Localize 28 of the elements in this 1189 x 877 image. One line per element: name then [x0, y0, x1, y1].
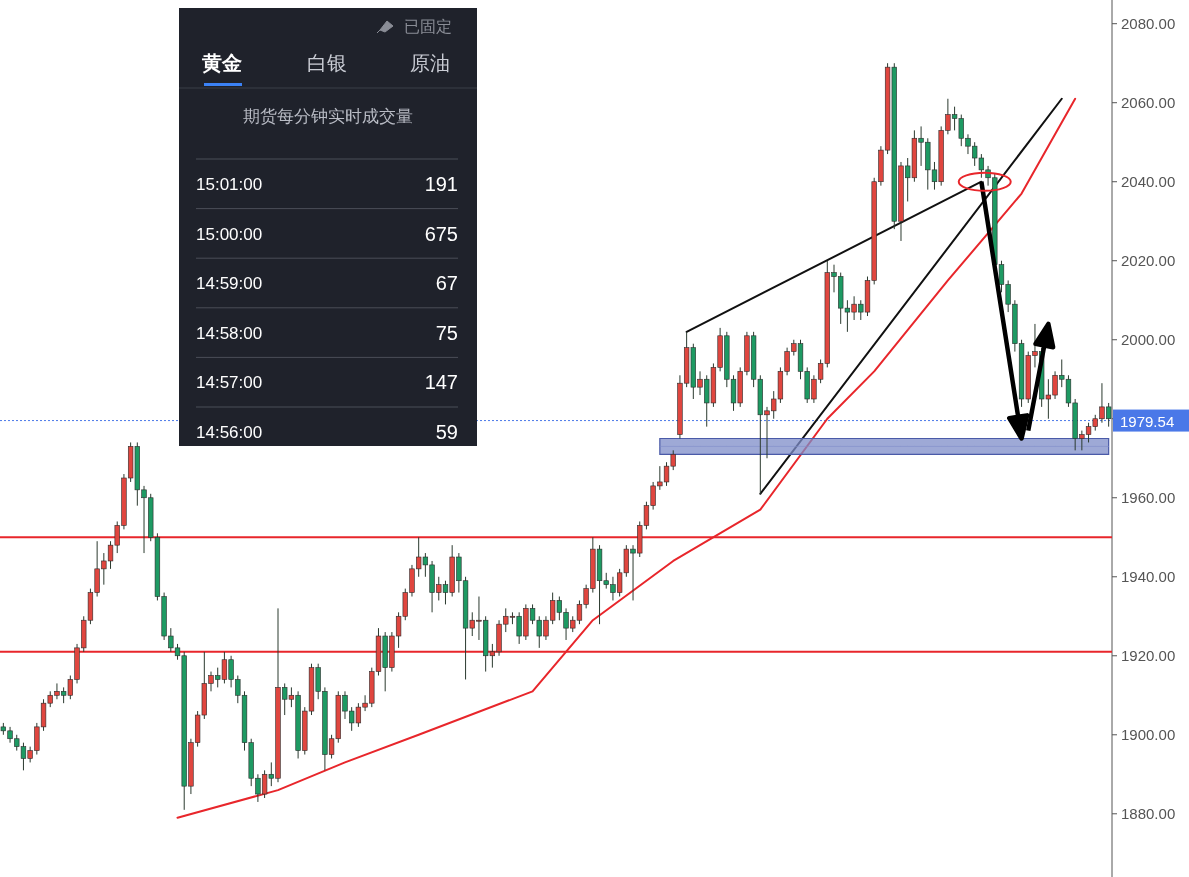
annotation: 191	[424, 173, 458, 195]
annotation: 67	[435, 272, 458, 295]
y-tick-label: 2060.00	[1121, 93, 1176, 111]
y-tick-label: 1920.00	[1121, 646, 1176, 664]
y-tick-label: 2080.00	[1121, 14, 1176, 32]
annotation: 14:56:00	[196, 423, 263, 442]
annotation: 原油	[410, 52, 450, 74]
annotation: 75	[435, 321, 458, 344]
y-tick-label: 1900.00	[1121, 725, 1176, 743]
y-tick-label: 1940.00	[1121, 567, 1176, 585]
annotation: 59	[435, 421, 458, 443]
annotation: 14:57:00	[196, 373, 263, 393]
annotation: 期货每分钟实时成交量	[243, 107, 413, 126]
annotation: 15:01:00	[196, 175, 263, 194]
ref-line-label: 1979.54	[1120, 412, 1175, 430]
y-tick-label: 2020.00	[1121, 251, 1176, 269]
annotation: 675	[424, 222, 458, 245]
annotation: 已固定	[404, 18, 452, 35]
annotation: 14:58:00	[196, 323, 263, 343]
annotation: 14:59:00	[196, 274, 263, 294]
annotation: 147	[424, 371, 458, 394]
y-tick-label: 1960.00	[1121, 488, 1176, 506]
y-tick-label: 1880.00	[1121, 804, 1176, 822]
y-tick-label: 2040.00	[1121, 172, 1176, 190]
y-tick-label: 2000.00	[1121, 330, 1176, 348]
annotation: 15:00:00	[196, 224, 263, 244]
annotation: 白银	[307, 52, 347, 74]
annotation: 黄金	[201, 52, 242, 74]
